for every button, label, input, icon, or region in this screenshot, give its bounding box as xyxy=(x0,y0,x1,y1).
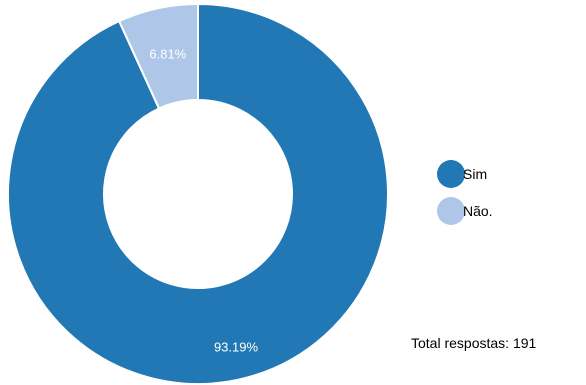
legend-swatch-sim xyxy=(437,160,465,188)
slice-sim[interactable] xyxy=(7,2,389,385)
legend-label-sim: Sim xyxy=(463,166,488,182)
slice-nao[interactable] xyxy=(117,2,199,110)
legend-item-nao[interactable]: Não. xyxy=(437,197,495,225)
total-responses: Total respostas: 191 xyxy=(411,335,537,351)
legend-item-sim[interactable]: Sim xyxy=(437,160,495,188)
legend-label-nao: Não. xyxy=(463,203,493,219)
slice-label-nao: 6.81% xyxy=(149,47,186,62)
slice-label-sim: 93.19% xyxy=(214,339,259,354)
legend: Sim Não. xyxy=(437,160,495,234)
legend-swatch-nao xyxy=(437,197,465,225)
